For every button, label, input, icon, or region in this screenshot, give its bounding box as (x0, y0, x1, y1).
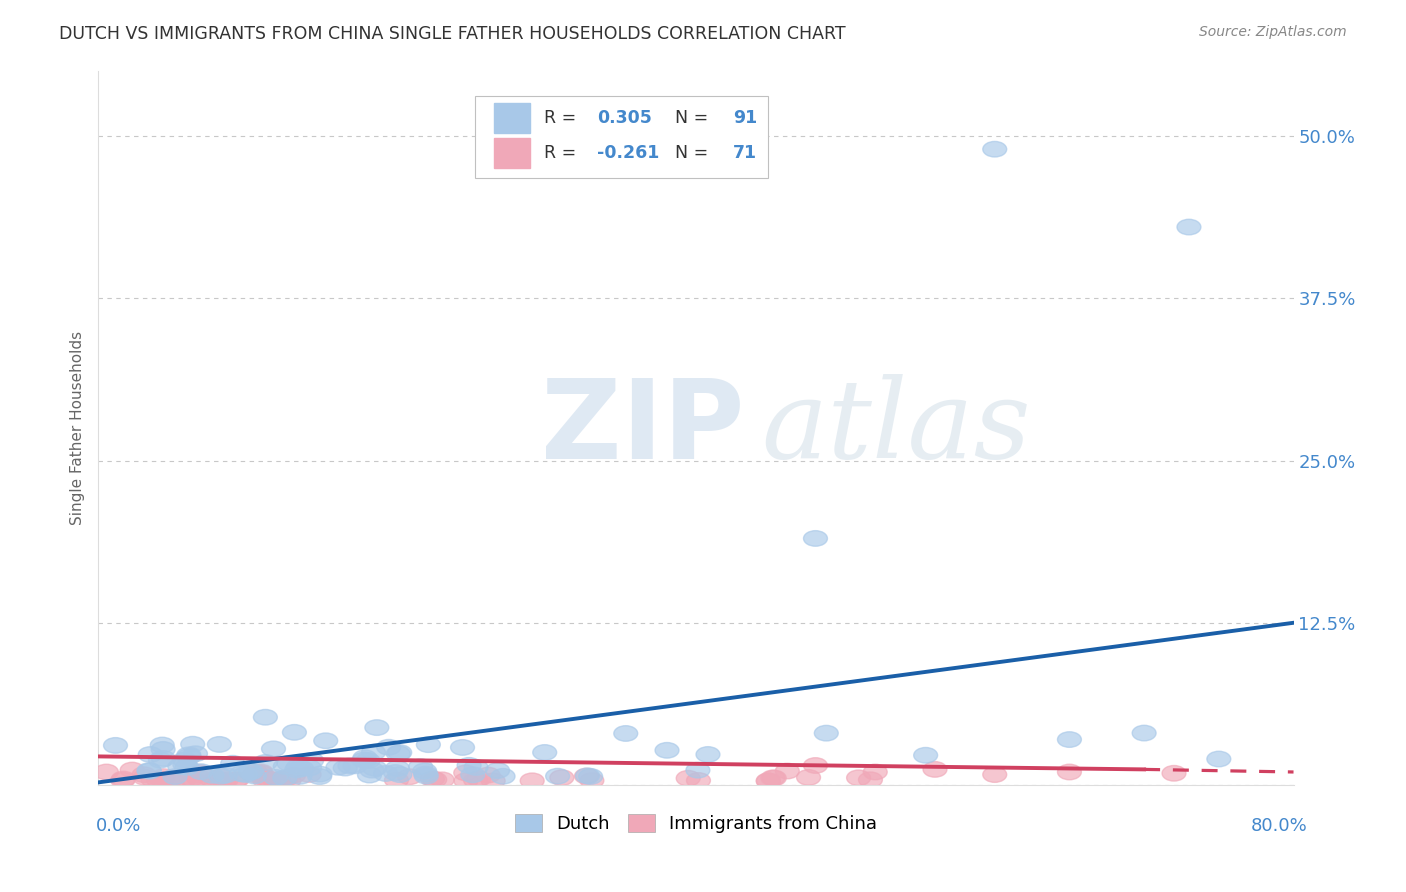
Text: 71: 71 (733, 145, 758, 162)
FancyBboxPatch shape (494, 138, 530, 169)
Text: -0.261: -0.261 (596, 145, 659, 162)
Text: 80.0%: 80.0% (1251, 817, 1308, 835)
Text: N =: N = (664, 109, 713, 127)
Text: N =: N = (664, 145, 713, 162)
Text: 0.0%: 0.0% (96, 817, 141, 835)
Text: DUTCH VS IMMIGRANTS FROM CHINA SINGLE FATHER HOUSEHOLDS CORRELATION CHART: DUTCH VS IMMIGRANTS FROM CHINA SINGLE FA… (59, 25, 845, 43)
Text: ZIP: ZIP (541, 375, 744, 482)
Text: 0.305: 0.305 (596, 109, 651, 127)
Text: Source: ZipAtlas.com: Source: ZipAtlas.com (1199, 25, 1347, 39)
Text: R =: R = (544, 109, 582, 127)
Y-axis label: Single Father Households: Single Father Households (70, 331, 86, 525)
Text: atlas: atlas (762, 375, 1032, 482)
FancyBboxPatch shape (494, 103, 530, 133)
Text: R =: R = (544, 145, 582, 162)
Text: 91: 91 (733, 109, 758, 127)
FancyBboxPatch shape (475, 96, 768, 178)
Legend: Dutch, Immigrants from China: Dutch, Immigrants from China (508, 806, 884, 840)
